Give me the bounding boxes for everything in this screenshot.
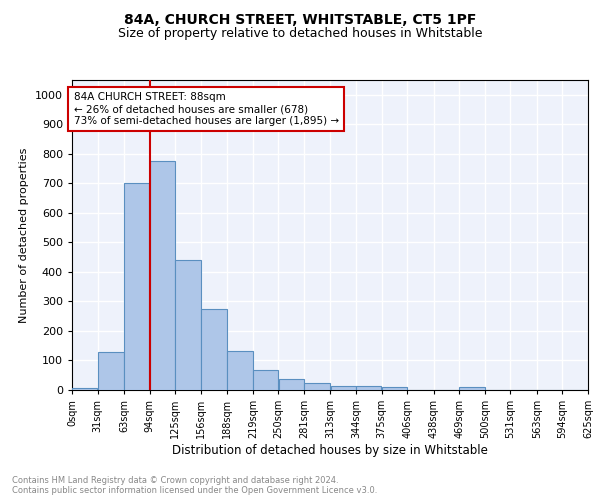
Bar [304, 382, 330, 390]
Text: 84A CHURCH STREET: 88sqm
← 26% of detached houses are smaller (678)
73% of semi-: 84A CHURCH STREET: 88sqm ← 26% of detach… [74, 92, 339, 126]
Bar [253, 370, 278, 390]
Bar [98, 352, 124, 390]
Text: 84A, CHURCH STREET, WHITSTABLE, CT5 1PF: 84A, CHURCH STREET, WHITSTABLE, CT5 1PF [124, 12, 476, 26]
Bar [201, 309, 227, 390]
Y-axis label: Number of detached properties: Number of detached properties [19, 148, 29, 322]
Text: Size of property relative to detached houses in Whitstable: Size of property relative to detached ho… [118, 28, 482, 40]
Text: Contains HM Land Registry data © Crown copyright and database right 2024.
Contai: Contains HM Land Registry data © Crown c… [12, 476, 377, 495]
Bar [356, 386, 382, 390]
Bar [227, 350, 253, 390]
Bar [331, 386, 356, 390]
Bar [382, 387, 407, 390]
Bar [175, 260, 200, 390]
Bar [460, 387, 485, 390]
Bar [124, 184, 149, 390]
Bar [72, 388, 97, 390]
X-axis label: Distribution of detached houses by size in Whitstable: Distribution of detached houses by size … [172, 444, 488, 457]
Bar [278, 379, 304, 390]
Bar [150, 161, 175, 390]
